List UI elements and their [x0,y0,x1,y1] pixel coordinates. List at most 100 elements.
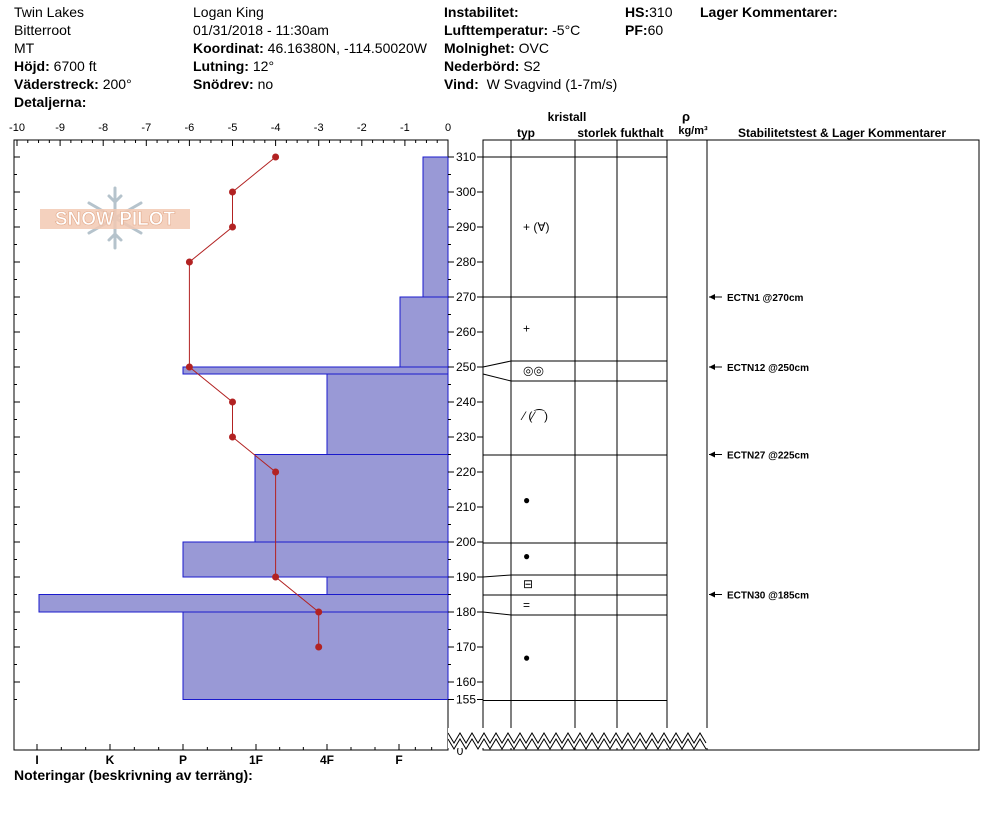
elevation-value: 6700 ft [53,58,97,74]
hardness-tick-label-1: K [106,753,115,767]
temp-tick-label-10: 0 [445,122,451,134]
depth-tick-label-2: 290 [456,220,476,234]
sky-value: OVC [518,40,549,56]
depth-tick-label-13: 180 [456,605,476,619]
elevation-row: Höjd: 6700 ft [14,57,96,75]
temp-tick-label-8: -2 [357,122,367,134]
temp-tick-label-9: -1 [400,122,410,134]
temperature-point-2 [229,223,236,231]
depth-tick-label-12: 190 [456,570,476,584]
stability-header: Stabilitetstest & Lager Kommentarer [738,126,946,140]
stability-arrowhead-3 [709,591,715,598]
precip-value: S2 [523,58,541,74]
temp-tick-label-3: -7 [141,122,151,134]
slope-value: 12° [252,58,275,74]
temp-tick-label-1: -9 [55,122,65,134]
wind-value: W Svagvind (1-7m/s) [486,76,618,92]
layer-connector-3 [482,373,512,382]
temperature-point-3 [185,258,193,266]
grain-symbol-4: ● [523,493,530,507]
hardness-bar-7 [38,594,449,613]
table-border [482,139,980,751]
aspect-value: 200° [102,76,132,92]
stability-label-0: ECTN1 @270cm [727,293,804,304]
size-header: storlek [577,126,617,140]
temp-tick-label-4: -6 [185,122,195,134]
coordinate-row: Koordinat: 46.16380N, -114.50020W [193,39,427,57]
aspect-label: Väderstreck: [14,76,99,92]
hardness-tick-label-5: F [395,753,402,767]
moisture-header: fukthalt [620,126,663,140]
depth-tick-label-6: 250 [456,360,476,374]
hardness-profile [38,156,449,700]
grain-symbol-2: ◎◎ [523,364,544,378]
hardness-bar-6 [326,576,449,595]
drift-label: Snödrev: [193,76,254,92]
sky-row: Molnighet: OVC [444,39,549,57]
type-header: typ [517,126,535,140]
temperature-point-6 [229,433,236,441]
depth-tick-label-4: 270 [456,290,476,304]
drift-value: no [257,76,274,92]
temp-tick-label-7: -3 [314,122,324,134]
grain-symbol-1: + [523,322,530,336]
observer-name: Logan King [193,4,264,20]
temp-tick-label-0: -10 [9,122,25,134]
depth-tick-label-1: 300 [456,185,476,199]
grain-symbol-7: = [523,598,530,612]
depth-tick-label-0: 310 [456,150,476,164]
grain-symbol-3: ⁄ (⁄⁀) [520,409,548,423]
precip-label: Nederbörd: [444,58,520,74]
depth-tick-label-16: 155 [456,693,476,707]
temperature-point-0 [272,153,280,161]
depth-tick-label-11: 200 [456,535,476,549]
temperature-point-9 [315,608,323,616]
stability-arrowhead-1 [709,364,715,370]
depth-tick-label-14: 170 [456,640,476,654]
depth-tick-label-8: 230 [456,430,476,444]
aspect-row: Väderstreck: 200° [14,75,132,93]
hardness-bar-0 [422,156,449,298]
temperature-point-7 [272,468,280,476]
logo-text: SNOW PILOT [55,209,176,230]
stability-label-1: ECTN12 @250cm [727,363,809,374]
rho-header: ρ [682,109,690,124]
state-name: MT [14,40,35,56]
depth-tick-label-5: 260 [456,325,476,339]
temperature-profile [185,153,323,651]
pf-value: 60 [647,22,664,38]
hardness-bar-5 [182,541,449,578]
temperature-point-8 [272,573,280,581]
temp-tick-label-6: -4 [271,122,281,134]
slope-label: Lutning: [193,58,249,74]
depth-tick-label-10: 210 [456,500,476,514]
wind-row: Vind: W Svagvind (1-7m/s) [444,75,617,93]
temperature-point-10 [315,643,323,651]
pf-label: PF: [625,22,648,38]
observation-datetime: 01/31/2018 - 11:30am [193,22,329,38]
grain-symbol-5: ● [523,549,530,563]
grain-symbol-8: ● [523,651,530,665]
pf-row: PF:60 [625,21,663,39]
break-mask [448,728,708,748]
airtemp-label: Lufttemperatur: [444,22,549,38]
grain-symbol-0: + (∀) [523,220,550,234]
instability-label: Instabilitet: [444,4,519,20]
temp-tick-label-2: -8 [98,122,108,134]
layer-connector-8 [482,611,512,616]
hardness-bar-2 [182,366,449,375]
layer-connector-2 [482,360,512,368]
hardness-tick-label-0: I [35,753,38,767]
density-unit-header: kg/m³ [678,125,708,137]
details-label: Detaljerna: [14,94,87,110]
wind-label: Vind: [444,76,479,92]
drift-row: Snödrev: no [193,75,273,93]
hardness-bar-8 [182,611,449,700]
temperature-point-5 [229,398,236,406]
crystal-header: kristall [548,110,587,124]
axis-break-upper [447,732,707,744]
hs-value: 310 [649,4,673,20]
airtemp-value: -5°C [552,22,581,38]
depth-tick-label-9: 220 [456,465,476,479]
depth-tick-label-15: 160 [456,675,476,689]
